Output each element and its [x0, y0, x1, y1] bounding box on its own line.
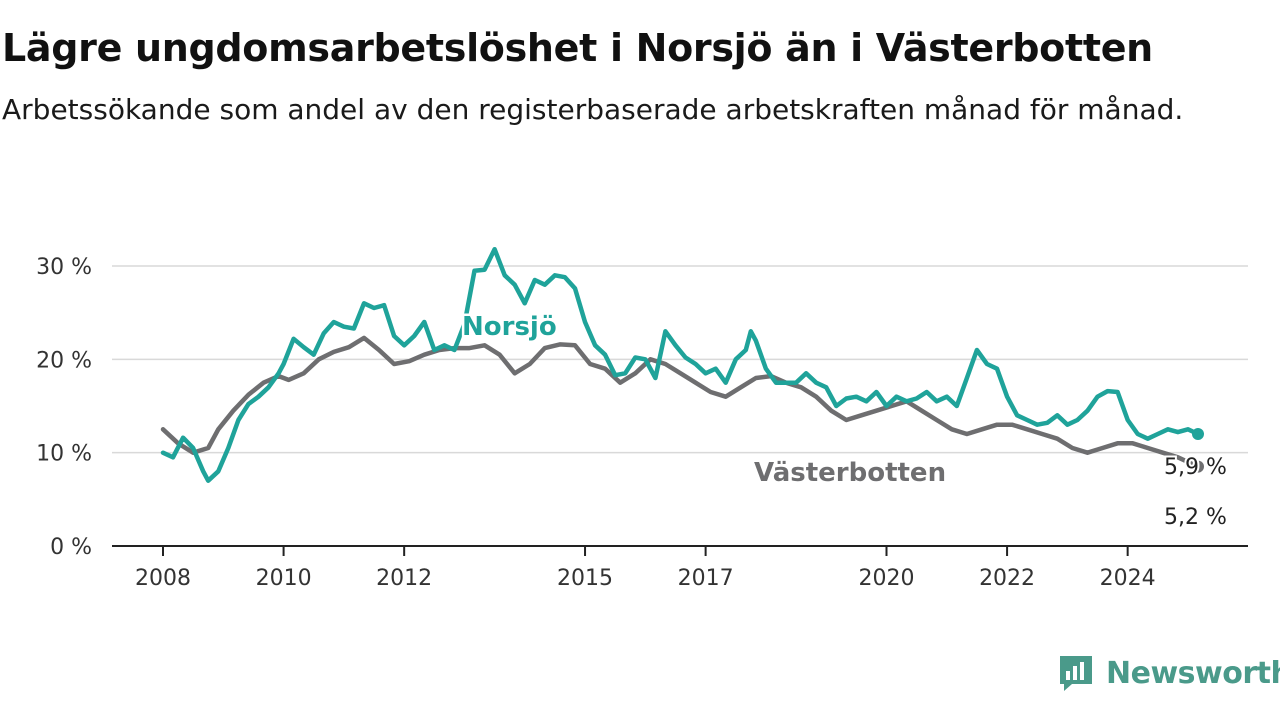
brand-name: Newsworthy: [1106, 655, 1280, 691]
x-tick-label: 2010: [256, 566, 312, 591]
x-tick-label: 2015: [557, 566, 613, 591]
y-tick-label: 0 %: [50, 535, 92, 560]
x-tick-label: 2008: [135, 566, 191, 591]
y-tick-label: 20 %: [36, 348, 92, 373]
x-tick-label: 2012: [376, 566, 432, 591]
series-line-0: [160, 246, 1201, 483]
x-tick-label: 2024: [1100, 566, 1156, 591]
series-name-label: Västerbotten: [754, 458, 946, 488]
grid: [112, 265, 1248, 454]
series-labels: Norsjö Västerbotten 5,9 % 5,2 %: [460, 310, 1229, 533]
end-value-label: 5,9 %: [1164, 455, 1227, 480]
chart-title: Lägre ungdomsarbetslöshet i Norsjö än i …: [2, 26, 1153, 70]
x-tick-label: 2020: [858, 566, 914, 591]
chart-subtitle: Arbetssökande som andel av den registerb…: [2, 93, 1184, 126]
y-tick-label: 30 %: [36, 255, 92, 280]
end-value-label: 5,2 %: [1164, 505, 1227, 530]
series-line-1: [160, 335, 1201, 469]
series-group: [160, 246, 1204, 483]
series-end-point: [1192, 428, 1204, 440]
x-axis: 2008 2010 2012 2015 2017 2020 2022 2024: [112, 545, 1248, 591]
x-tick-label: 2017: [678, 566, 734, 591]
series-name-label: Norsjö: [462, 312, 557, 342]
newsworthy-logo-icon: [1060, 656, 1092, 691]
y-tick-label: 10 %: [36, 442, 92, 467]
x-tick-label: 2022: [979, 566, 1035, 591]
brand: Newsworthy: [1058, 654, 1280, 692]
y-axis: 0 % 10 % 20 % 30 %: [36, 255, 92, 560]
series-end-point: [1192, 460, 1204, 473]
